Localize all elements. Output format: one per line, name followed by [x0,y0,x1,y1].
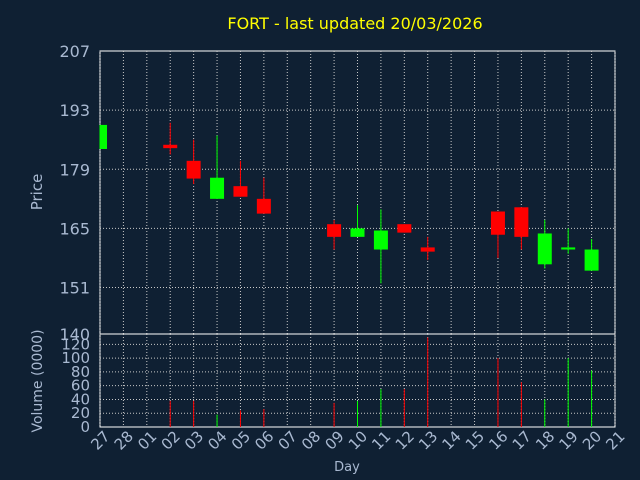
volume-tick-label: 0 [80,418,90,436]
candle-body [561,247,576,250]
chart-title: FORT - last updated 20/03/2026 [227,14,482,33]
price-tick-label: 179 [59,160,90,179]
candle-body [163,144,178,149]
volume-axis-label: Volume (0000) [30,329,46,432]
candle-body [256,198,271,214]
volume-tick-label: 20 [71,404,90,422]
price-tick-label: 165 [59,219,90,238]
price-tick-label: 207 [59,42,90,61]
candle-body [514,207,529,237]
candle-body [490,211,505,235]
candle-body [373,230,388,250]
volume-bars [169,337,593,427]
price-candles [99,122,599,284]
candle-body [397,224,412,233]
price-axis-ticks: 207 193 179 165 151 140 [59,42,90,344]
candle-body [537,233,552,265]
volume-tick-label: 40 [71,390,90,408]
x-axis-ticks: 2728010203040506070809101112131415161718… [87,427,628,453]
candle-body [233,186,248,197]
volume-tick-label: 80 [71,363,90,381]
candle-body [186,160,201,179]
volume-gridlines [99,334,616,427]
candle-body [327,224,342,237]
candle-body [420,247,435,252]
price-tick-label: 140 [59,325,90,344]
volume-tick-label: 100 [61,349,90,367]
price-tick-label: 193 [59,101,90,120]
candle-body [350,228,365,237]
price-axis-label: Price [28,174,46,211]
volume-tick-label: 60 [71,377,90,395]
candle-body [584,249,599,271]
candle-body [100,124,107,149]
candle-body [210,177,225,199]
price-tick-label: 151 [59,279,90,298]
x-axis-label: Day [334,460,360,475]
volume-tick-label: 120 [61,335,90,353]
